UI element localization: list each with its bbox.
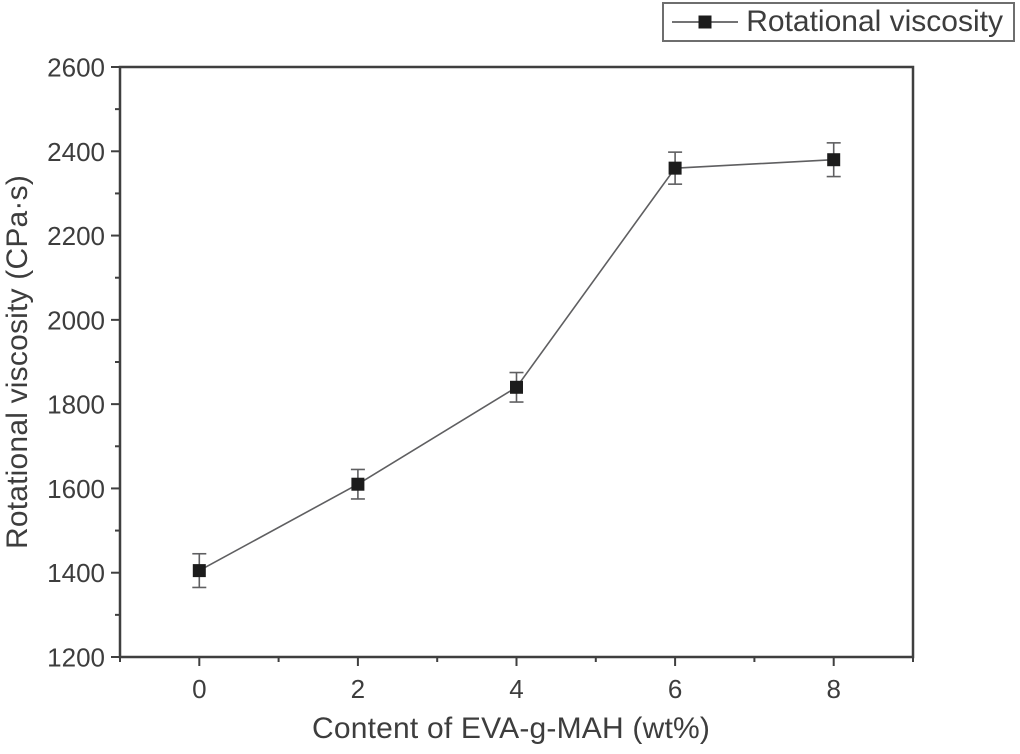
legend-label: Rotational viscosity [746, 5, 1003, 38]
x-axis-title: Content of EVA-g-MAH (wt%) [311, 712, 711, 745]
x-tick-label: 8 [826, 674, 840, 704]
y-tick-label: 2000 [47, 305, 105, 335]
x-tick-label: 2 [351, 674, 365, 704]
y-tick-label: 1800 [47, 390, 105, 420]
tick-labels: 0 2 4 6 8 1200 1400 1600 1800 2000 2200 2400 2600 [47, 53, 841, 705]
y-tick-label: 2600 [47, 53, 105, 83]
x-tick-label: 4 [509, 674, 523, 704]
data-point-marker [827, 153, 841, 167]
data-point-marker [668, 161, 682, 175]
x-tick-label: 6 [668, 674, 682, 704]
x-tick-label: 0 [192, 674, 206, 704]
series-line [198, 158, 834, 572]
axis-ticks [111, 66, 914, 666]
y-tick-label: 1400 [47, 558, 105, 588]
y-axis-title: Rotational viscosity (CPa·s) [1, 174, 34, 550]
series-markers [192, 153, 841, 578]
plot-frame [118, 65, 915, 659]
data-point-marker [351, 477, 365, 491]
y-tick-label: 1600 [47, 474, 105, 504]
legend: Rotational viscosity [662, 2, 1015, 42]
data-point-marker [510, 380, 523, 394]
plot-frame-rect [118, 65, 915, 659]
series-polyline [198, 158, 834, 572]
legend-line-square-icon [672, 15, 739, 29]
y-tick-label: 2400 [47, 137, 105, 167]
y-tick-label: 2200 [47, 221, 105, 251]
data-point-marker [192, 564, 206, 578]
y-tick-label: 1200 [47, 643, 105, 673]
